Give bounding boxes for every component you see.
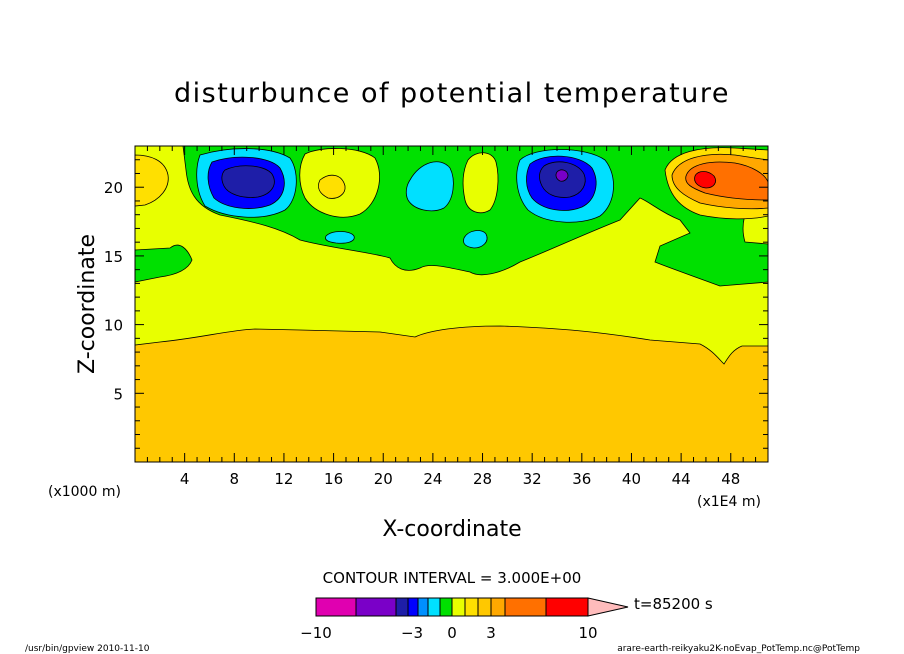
contour-region-cyan-24 [405, 161, 454, 212]
x-tick-label: 32 [523, 470, 542, 488]
footer-left: /usr/bin/gpview 2010-11-10 [25, 644, 150, 654]
x-unit-left: (x1000 m) [48, 484, 121, 500]
x-tick-label: 36 [572, 470, 591, 488]
y-axis-label: Z-coordinate [75, 234, 100, 374]
contour-region-red-right [694, 171, 716, 189]
plot-area [134, 145, 769, 463]
colorbar-bin [407, 597, 419, 617]
colorbar-bin [417, 597, 429, 617]
colorbar-tick-label: 0 [447, 624, 457, 642]
x-tick-label: 44 [672, 470, 691, 488]
colorbar-bin [315, 597, 357, 617]
colorbar-tick-label: 3 [486, 624, 496, 642]
y-tick-label: 10 [104, 317, 123, 335]
x-tick-label: 8 [230, 470, 240, 488]
colorbar-tick-label: 10 [578, 624, 597, 642]
colorbar-bin [451, 597, 466, 617]
x-tick-label: 40 [622, 470, 641, 488]
colorbar-bin [427, 597, 441, 617]
y-tick-label: 5 [113, 385, 123, 403]
x-tick-labels: 4 8 12 16 20 24 28 32 36 40 44 48 [180, 470, 740, 488]
colorbar-bin [490, 597, 506, 617]
x-tick-marks [146, 146, 757, 462]
x-tick-label: 16 [324, 470, 343, 488]
colorbar-bin [504, 597, 547, 617]
x-tick-label: 48 [721, 470, 740, 488]
contour-region-green-left [134, 244, 193, 283]
y-tick-label: 20 [104, 179, 123, 197]
y-tick-marks [135, 159, 768, 449]
contour-region-yellow-topleft [134, 154, 169, 207]
colorbar [315, 597, 629, 617]
contour-region-cyan-28-low [463, 230, 488, 249]
colorbar-bin [545, 597, 589, 617]
contour-region-navy-left [221, 165, 275, 198]
contour-region-purple-right [555, 169, 569, 182]
x-tick-label: 24 [423, 470, 442, 488]
colorbar-bin [464, 597, 479, 617]
colorbar-tick-labels: −10 −3 0 3 10 [300, 624, 597, 642]
colorbar-overflow-triangle [587, 597, 629, 617]
footer-right: arare-earth-reikyaku2K-noEvap_PotTemp.nc… [617, 644, 860, 654]
y-tick-labels: 5 10 15 20 [104, 179, 123, 403]
colorbar-bin [355, 597, 397, 617]
contour-interval-text: CONTOUR INTERVAL = 3.000E+00 [323, 569, 582, 587]
contour-region-gold-16 [318, 174, 346, 199]
colorbar-bin [477, 597, 492, 617]
x-axis-label: X-coordinate [382, 517, 521, 542]
time-label: t=85200 s [634, 595, 713, 613]
x-tick-label: 28 [473, 470, 492, 488]
x-tick-label: 20 [374, 470, 393, 488]
plot-frame [134, 145, 769, 463]
y-tick-label: 15 [104, 248, 123, 266]
x-unit-right: (x1E4 m) [697, 494, 761, 510]
x-tick-label: 4 [180, 470, 190, 488]
colorbar-bin [439, 597, 453, 617]
colorbar-bin [395, 597, 409, 617]
colorbar-tick-label: −10 [300, 624, 332, 642]
contour-region-yellow-28 [462, 152, 499, 214]
x-tick-label: 12 [274, 470, 293, 488]
colorbar-tick-label: −3 [401, 624, 423, 642]
contour-region-cyan-16-low [325, 231, 355, 244]
chart-title: disturbunce of potential temperature [174, 78, 730, 109]
